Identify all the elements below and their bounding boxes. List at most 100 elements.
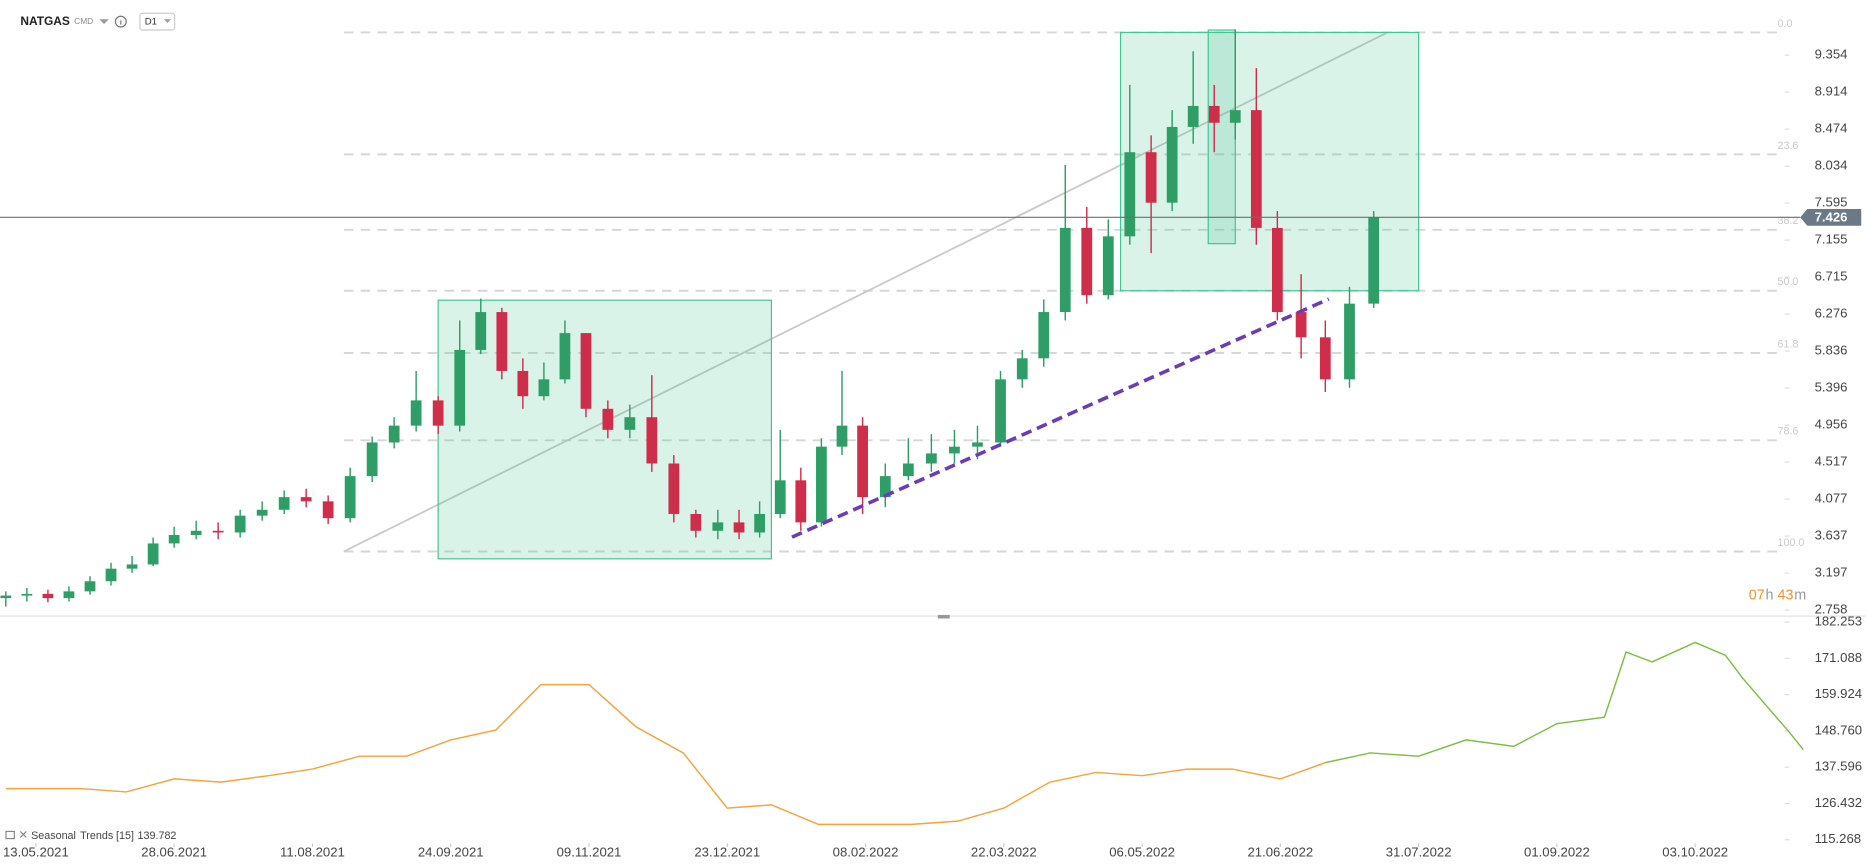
candle-body: [1124, 152, 1136, 237]
indicator-value: 139.782: [138, 830, 177, 842]
y-tick-label: 6.276: [1815, 306, 1848, 321]
y-tick-label: 9.354: [1815, 47, 1848, 62]
candle-body: [496, 312, 508, 371]
candle-body: [995, 379, 1006, 443]
candle-body: [147, 543, 159, 565]
candle-body: [1250, 110, 1262, 228]
candle-body: [366, 442, 378, 477]
indicator-legend: Seasonal Trends [15] 139.782: [5, 830, 177, 842]
interval-dropdown[interactable]: [163, 19, 172, 23]
x-tick-label: 06.05.2022: [1109, 844, 1175, 859]
candle-body: [1059, 227, 1071, 313]
candle-body: [795, 480, 807, 523]
candle-body: [836, 425, 848, 447]
toolbar: NATGAS CMD D1: [20, 12, 176, 31]
fib-level-label: 50.0: [1777, 276, 1798, 288]
zone-rectangle: [1207, 29, 1236, 245]
y-tick-label: 126.432: [1815, 795, 1863, 810]
x-tick-label: 01.09.2022: [1524, 844, 1590, 859]
legend-menu-icon[interactable]: [5, 830, 15, 840]
candle-body: [410, 400, 422, 426]
candle-body: [580, 333, 592, 409]
candle-body: [925, 453, 937, 464]
fib-level-label: 100.0: [1777, 537, 1804, 549]
x-tick-label: 31.07.2022: [1386, 844, 1452, 859]
candle-body: [1081, 227, 1093, 296]
countdown: 07 h 43 m: [1749, 588, 1806, 604]
info-icon[interactable]: [114, 15, 127, 28]
candle-body: [190, 530, 202, 536]
candle-body: [733, 522, 745, 533]
candle-body: [278, 497, 290, 510]
y-tick-label: 6.715: [1815, 269, 1848, 284]
countdown-h: h: [1766, 588, 1774, 604]
symbol[interactable]: NATGAS: [20, 14, 70, 28]
y-tick-label: 8.034: [1815, 158, 1848, 173]
indicator-name: Seasonal: [31, 830, 76, 842]
symbol-dropdown[interactable]: [99, 19, 109, 25]
candle-body: [879, 476, 891, 498]
candle-body: [1319, 337, 1331, 380]
candle-body: [816, 446, 827, 523]
candle-body: [388, 425, 400, 443]
x-tick-label: 03.10.2022: [1662, 844, 1728, 859]
candle-body: [1368, 217, 1380, 304]
candle-body: [624, 417, 636, 430]
market: CMD: [74, 16, 93, 26]
y-tick-label: 8.914: [1815, 84, 1848, 99]
y-tick-label: 4.077: [1815, 491, 1848, 506]
candle-body: [646, 417, 658, 464]
countdown-minutes: 43: [1777, 588, 1793, 604]
candle-body: [949, 446, 960, 454]
y-tick-label: 148.760: [1815, 722, 1863, 737]
seasonal-line: [1325, 641, 1804, 764]
candle-body: [126, 564, 138, 569]
candle-body: [432, 400, 444, 426]
x-tick-label: 21.06.2022: [1247, 844, 1313, 859]
indicator-label: Trends: [80, 830, 113, 842]
candle-body: [902, 463, 914, 477]
panel-resize-handle[interactable]: [937, 614, 950, 619]
x-tick-label: 09.11.2021: [557, 844, 622, 859]
fib-level-label: 61.8: [1777, 338, 1798, 350]
interval-select[interactable]: [139, 12, 176, 31]
candle-body: [1166, 126, 1178, 203]
y-tick-label: 115.268: [1815, 831, 1862, 846]
y-tick-label: 7.595: [1815, 195, 1848, 210]
candle-body: [1229, 110, 1241, 123]
y-tick-label: 3.637: [1815, 528, 1848, 543]
candle-body: [1295, 312, 1307, 338]
x-tick-label: 08.02.2022: [833, 844, 899, 859]
candle-body: [234, 515, 246, 533]
countdown-m: m: [1794, 588, 1806, 604]
candle-body: [454, 349, 466, 426]
marks: [0, 29, 1804, 826]
x-tick-label: 24.09.2021: [418, 844, 484, 859]
candle-body: [212, 530, 224, 533]
y-tick-label: 5.396: [1815, 380, 1848, 395]
candle-body: [105, 568, 117, 582]
x-tick-label: 13.05.2021: [3, 844, 69, 859]
last-price-label: 7.426: [1815, 209, 1848, 224]
fib-level-label: 38.2: [1777, 215, 1798, 227]
candle-body: [1208, 105, 1220, 123]
candle-body: [602, 408, 614, 430]
candle-body: [21, 593, 33, 596]
fib-level-label: 78.6: [1777, 426, 1798, 438]
legend-close-icon[interactable]: [19, 830, 27, 838]
y-tick-label: 5.836: [1815, 343, 1848, 358]
candle-body: [690, 513, 702, 531]
countdown-hours: 07: [1749, 588, 1765, 604]
last-price-tag: [1800, 208, 1862, 226]
candle-body: [1271, 227, 1283, 313]
y-tick-label: 3.197: [1815, 565, 1848, 580]
x-tick-label: 22.03.2022: [971, 844, 1037, 859]
axes: 9.354 8.914 8.474 8.034 7.595 7.155 6.715 6.276…: [3, 47, 1862, 860]
candle-body: [857, 425, 868, 498]
candle-body: [168, 535, 180, 544]
candle-body: [63, 591, 75, 599]
y-tick-label: 4.956: [1815, 417, 1848, 432]
candle-body: [517, 370, 529, 397]
